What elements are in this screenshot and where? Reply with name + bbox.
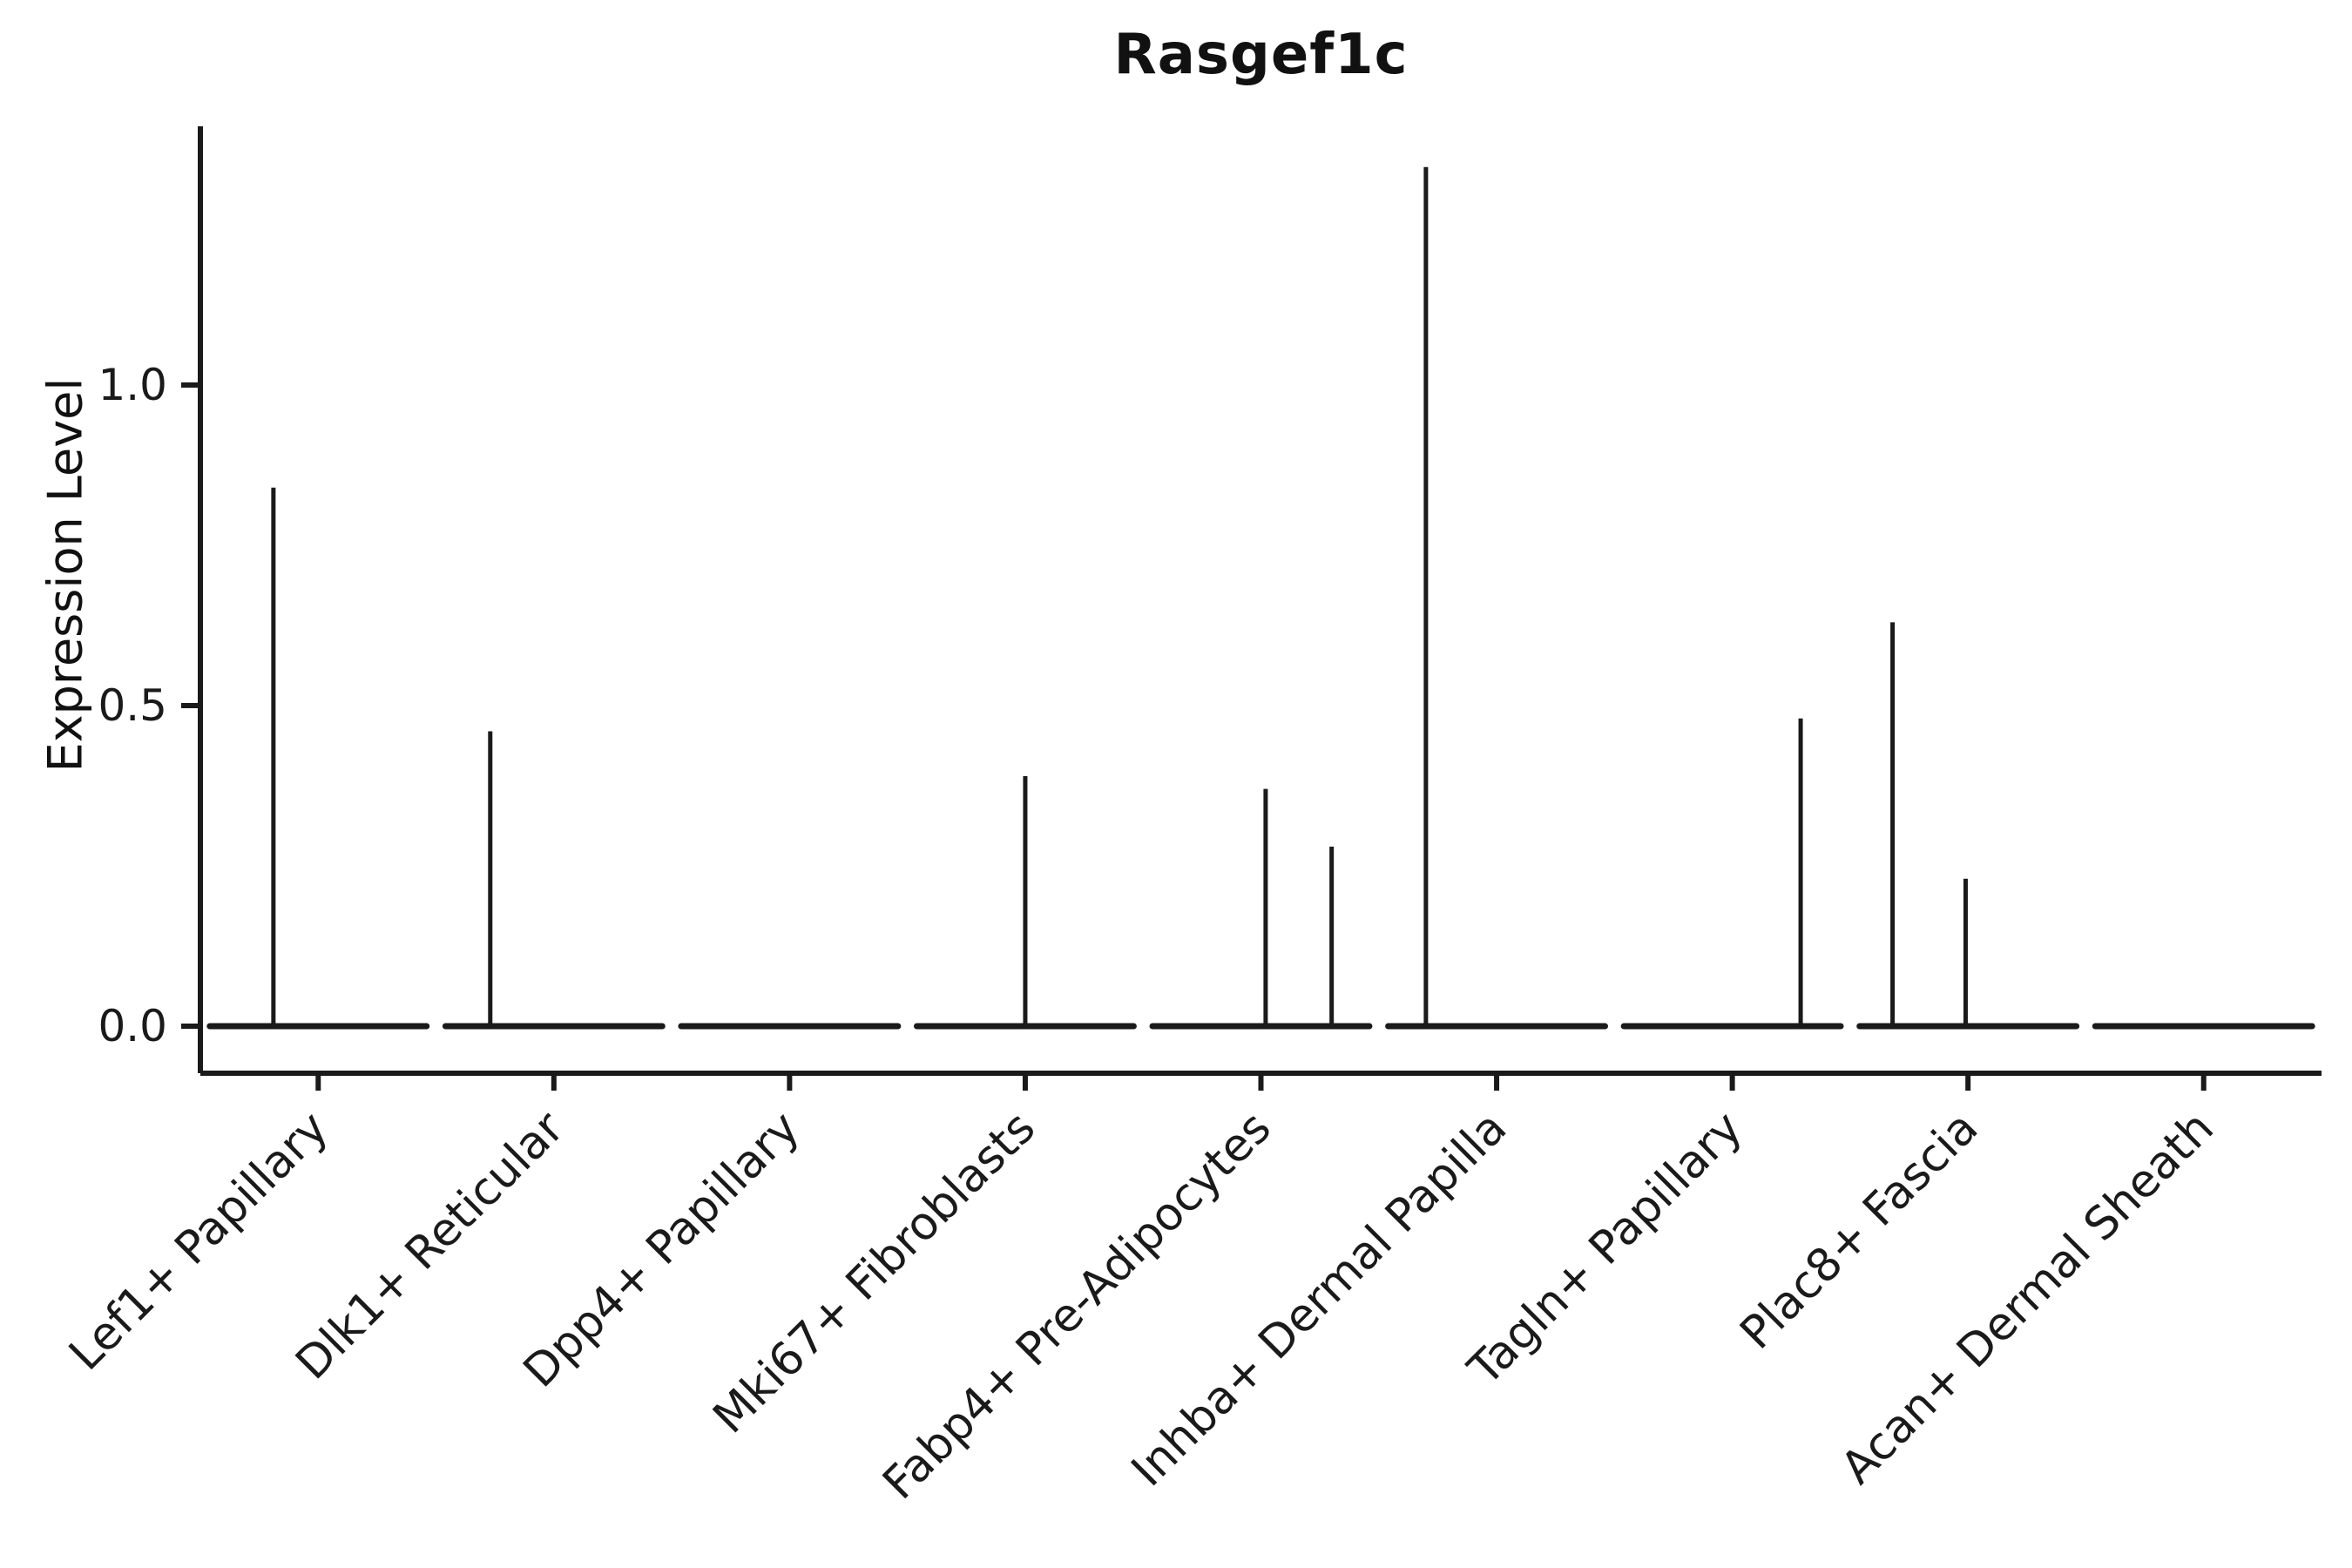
y-tick-label: 0.0: [98, 1001, 167, 1051]
x-tick-label: Acan+ Dermal Sheath: [1831, 1102, 2224, 1495]
x-tick-label: Lef1+ Papillary: [59, 1102, 338, 1381]
x-tick-label: Plac8+ Fascia: [1730, 1102, 1988, 1360]
y-tick-label: 1.0: [98, 360, 167, 410]
x-tick-label: Inhba+ Dermal Papilla: [1122, 1102, 1517, 1497]
y-tick-label: 0.5: [98, 680, 167, 731]
x-tick-label: Fabp4+ Pre-Adipocytes: [873, 1102, 1281, 1510]
chart-title: Rasgef1c: [1113, 23, 1409, 87]
